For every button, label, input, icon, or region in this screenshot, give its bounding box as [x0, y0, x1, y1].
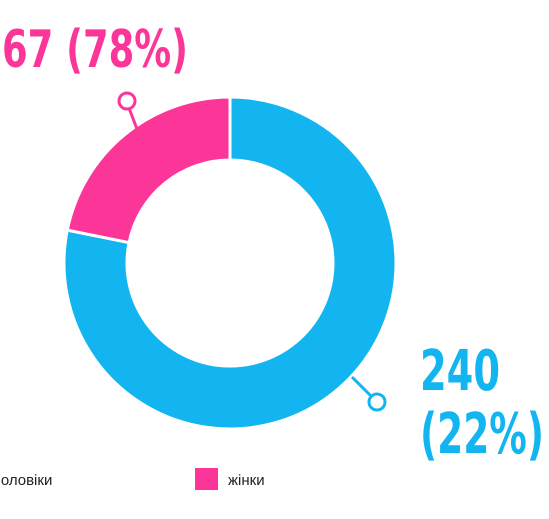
leader-dot — [367, 392, 387, 412]
data-label: 67 (78%) — [2, 20, 188, 80]
legend-label: чоловіки — [0, 472, 52, 489]
donut-segment — [65, 95, 232, 245]
donut-segment — [62, 95, 398, 431]
legend-swatch — [195, 468, 218, 490]
data-label: 240 (22%) — [420, 339, 544, 467]
leader-dot — [117, 91, 137, 111]
leader-line — [350, 375, 373, 398]
leader-line — [127, 107, 142, 138]
legend-label: жінки — [228, 472, 265, 489]
